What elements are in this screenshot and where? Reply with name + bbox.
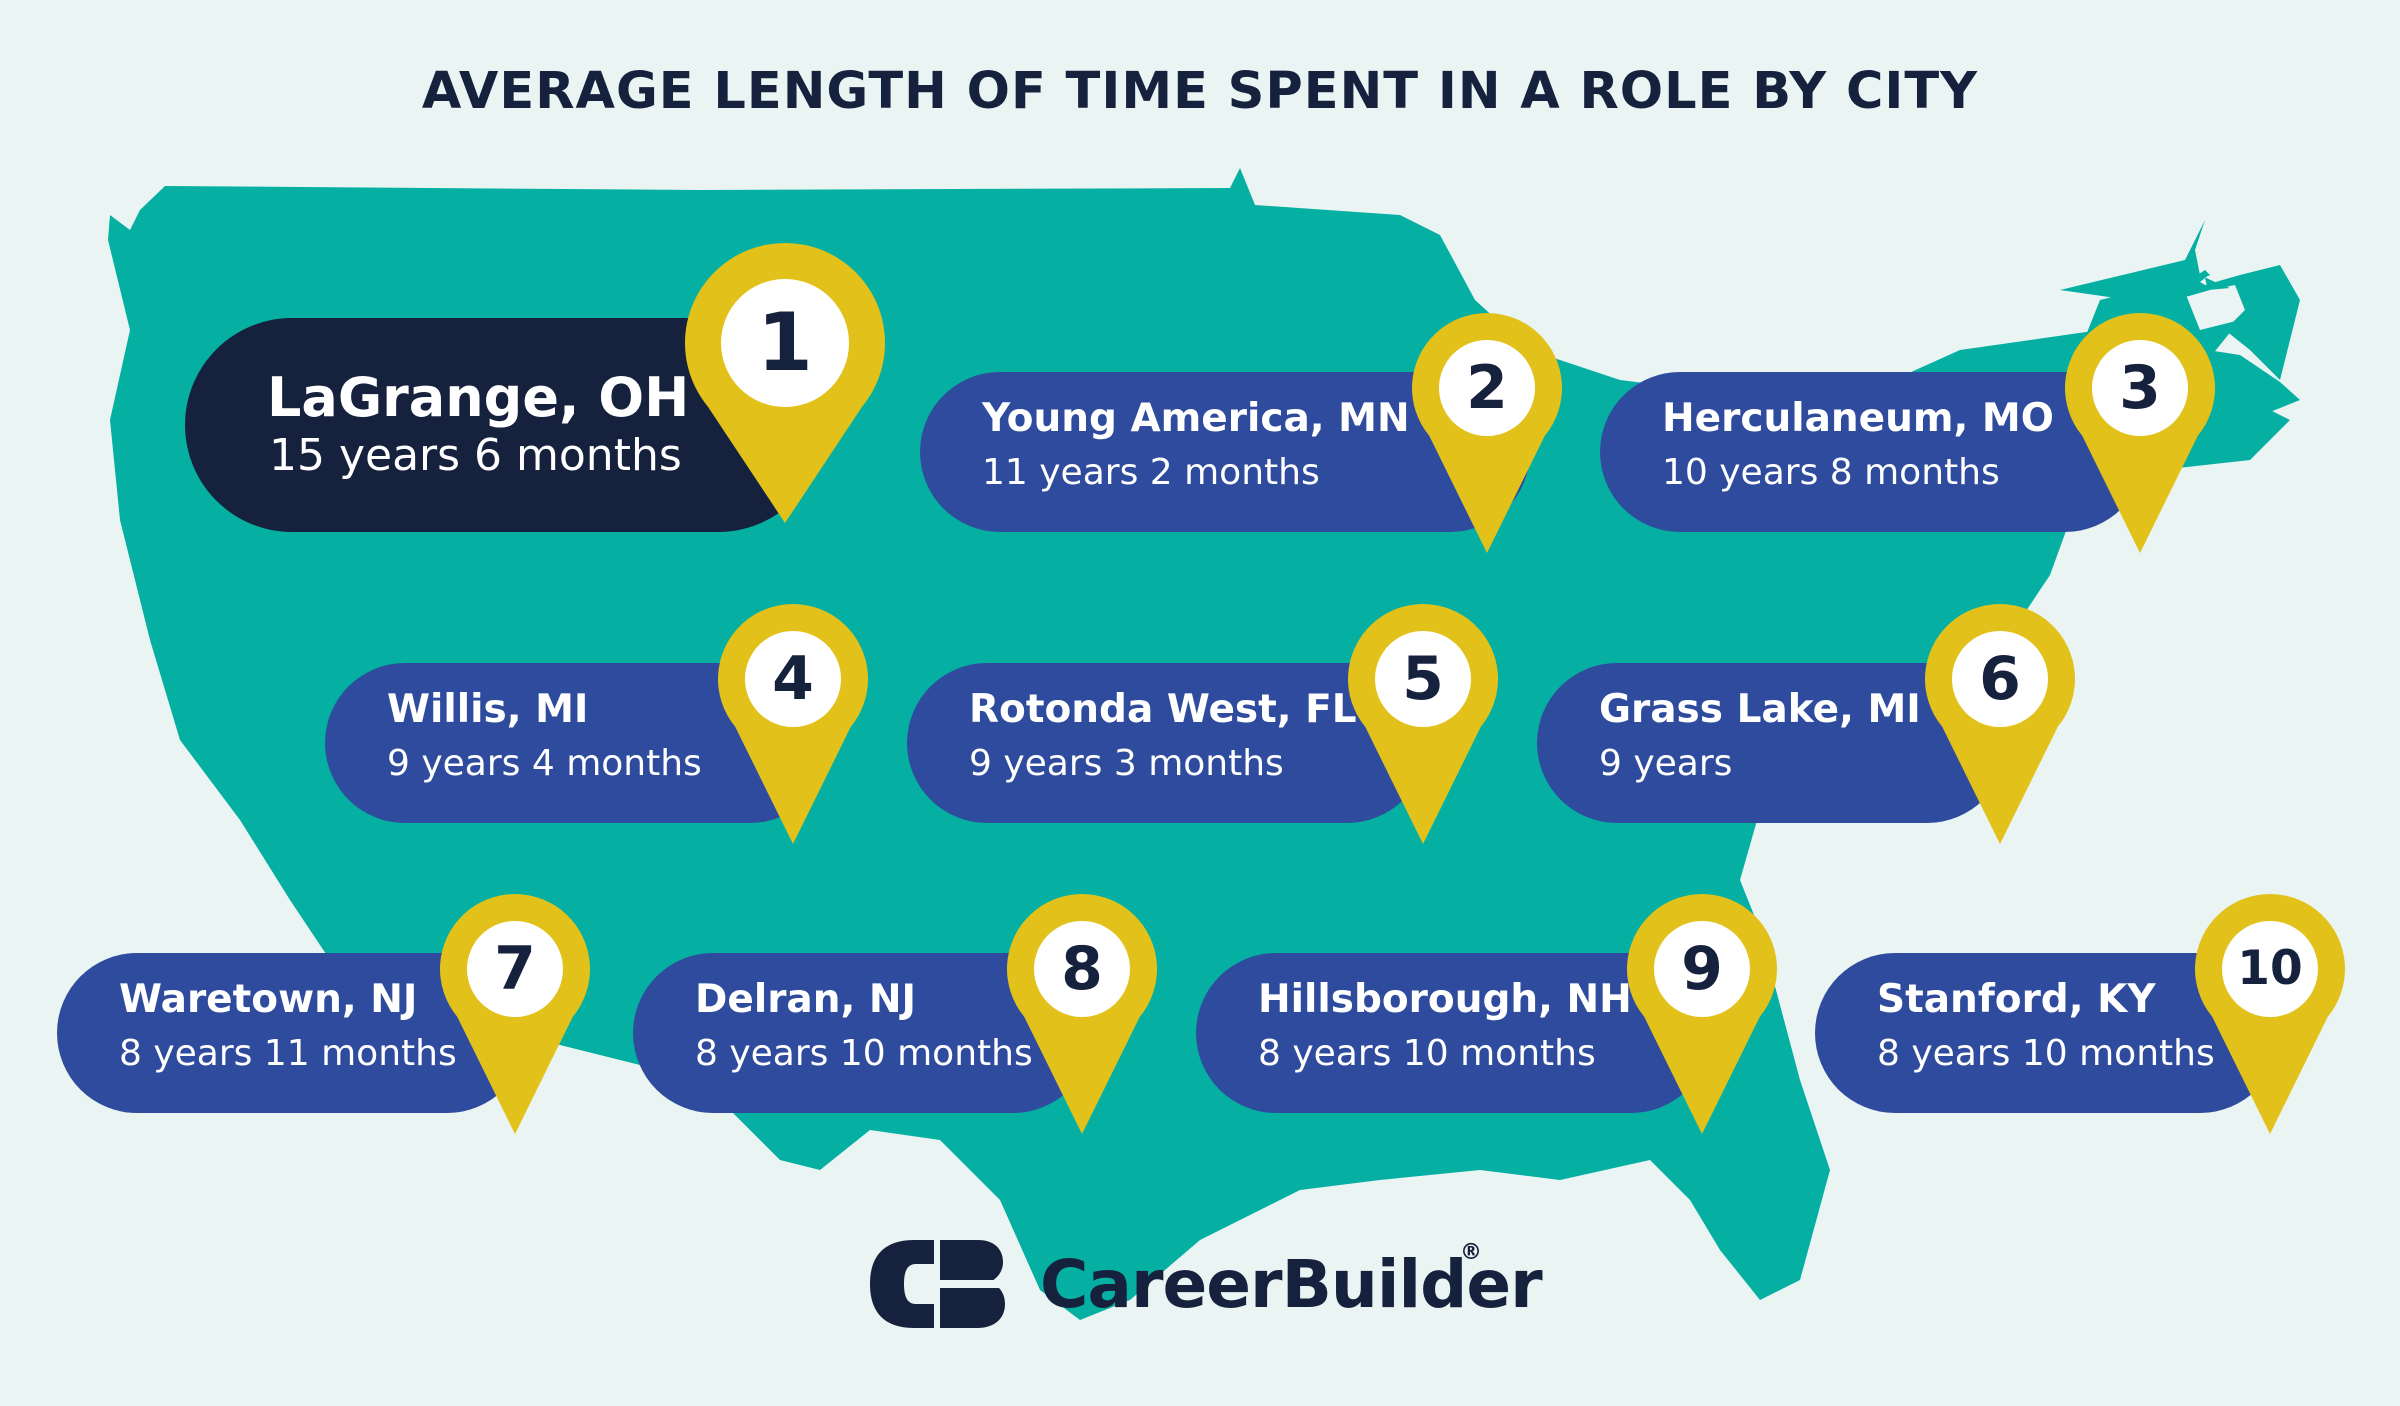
- duration-value: 9 years 4 months: [387, 743, 702, 784]
- map-pin-icon: [1412, 313, 1562, 553]
- ranking-card-3: Herculaneum, MO 10 years 8 months: [1600, 372, 2145, 532]
- rank-number: 8: [1061, 934, 1103, 1004]
- map-pin-icon: [440, 894, 590, 1134]
- ranking-card-10: Stanford, KY 8 years 10 months: [1815, 953, 2280, 1113]
- duration-value: 8 years 10 months: [1258, 1033, 1596, 1074]
- map-pin-icon: [718, 604, 868, 844]
- rank-number: 2: [1466, 353, 1508, 423]
- pin-inner-circle: [745, 631, 841, 727]
- pin-inner-circle: [2092, 340, 2188, 436]
- duration-value: 8 years 11 months: [119, 1033, 457, 1074]
- map-pin-icon: [1627, 894, 1777, 1134]
- rank-number: 4: [772, 644, 814, 714]
- map-pin-icon: [685, 243, 885, 523]
- pin-inner-circle: [1952, 631, 2048, 727]
- pin-inner-circle: [1439, 340, 1535, 436]
- rank-pin-7: 7: [440, 894, 590, 1144]
- ranking-card-9: Hillsborough, NH 8 years 10 months: [1196, 953, 1711, 1113]
- pin-inner-circle: [1654, 921, 1750, 1017]
- duration-value: 9 years 3 months: [969, 743, 1284, 784]
- map-pin-icon: [1007, 894, 1157, 1134]
- map-pin-icon: [2065, 313, 2215, 553]
- careerbuilder-logo: CareerBuilder ®: [870, 1236, 1543, 1336]
- city-name: LaGrange, OH: [267, 366, 690, 429]
- rank-pin-8: 8: [1007, 894, 1157, 1144]
- rank-number: 9: [1681, 934, 1723, 1004]
- map-pin-icon: [1925, 604, 2075, 844]
- city-name: Grass Lake, MI: [1599, 687, 1921, 732]
- registered-mark: ®: [1460, 1240, 1482, 1265]
- pin-inner-circle: [1375, 631, 1471, 727]
- rank-pin-3: 3: [2065, 313, 2215, 563]
- ranking-card-6: Grass Lake, MI 9 years: [1537, 663, 2007, 823]
- careerbuilder-cb-logo-icon: [870, 1240, 1005, 1328]
- pin-inner-circle: [721, 279, 849, 407]
- rank-pin-10: 10: [2195, 894, 2345, 1144]
- duration-value: 15 years 6 months: [269, 430, 682, 481]
- rank-pin-4: 4: [718, 604, 868, 854]
- rank-number: 5: [1402, 644, 1444, 714]
- rank-number: 7: [494, 934, 536, 1004]
- duration-value: 11 years 2 months: [982, 452, 1320, 493]
- pin-inner-circle: [467, 921, 563, 1017]
- chart-title: AVERAGE LENGTH OF TIME SPENT IN A ROLE B…: [421, 62, 1979, 121]
- rank-number: 1: [757, 296, 813, 389]
- map-pin-icon: [2195, 894, 2345, 1134]
- rank-pin-9: 9: [1627, 894, 1777, 1144]
- ranking-card-7: Waretown, NJ 8 years 11 months: [57, 953, 527, 1113]
- rank-pin-2: 2: [1412, 313, 1562, 563]
- rank-number: 10: [2237, 940, 2303, 996]
- pin-inner-circle: [2222, 921, 2318, 1017]
- city-name: Hillsborough, NH: [1258, 977, 1632, 1022]
- ranking-card-5: Rotonda West, FL 9 years 3 months: [907, 663, 1427, 823]
- duration-value: 8 years 10 months: [1877, 1033, 2215, 1074]
- duration-value: 8 years 10 months: [695, 1033, 1033, 1074]
- duration-value: 10 years 8 months: [1662, 452, 2000, 493]
- rank-number: 6: [1979, 644, 2021, 714]
- rank-pin-5: 5: [1348, 604, 1498, 854]
- rank-pin-1: 1: [685, 243, 885, 533]
- rank-number: 3: [2119, 353, 2161, 423]
- city-name: Young America, MN: [982, 396, 1410, 441]
- logo-wordmark: CareerBuilder: [1040, 1246, 1543, 1323]
- duration-value: 9 years: [1599, 743, 1733, 784]
- map-pin-icon: [1348, 604, 1498, 844]
- city-name: Rotonda West, FL: [969, 687, 1357, 732]
- city-name: Stanford, KY: [1877, 977, 2156, 1022]
- rank-pin-6: 6: [1925, 604, 2075, 854]
- city-name: Willis, MI: [387, 687, 589, 732]
- us-map-maine: [2175, 270, 2210, 290]
- city-name: Waretown, NJ: [119, 977, 418, 1022]
- pin-inner-circle: [1034, 921, 1130, 1017]
- city-name: Delran, NJ: [695, 977, 917, 1022]
- city-name: Herculaneum, MO: [1662, 396, 2054, 441]
